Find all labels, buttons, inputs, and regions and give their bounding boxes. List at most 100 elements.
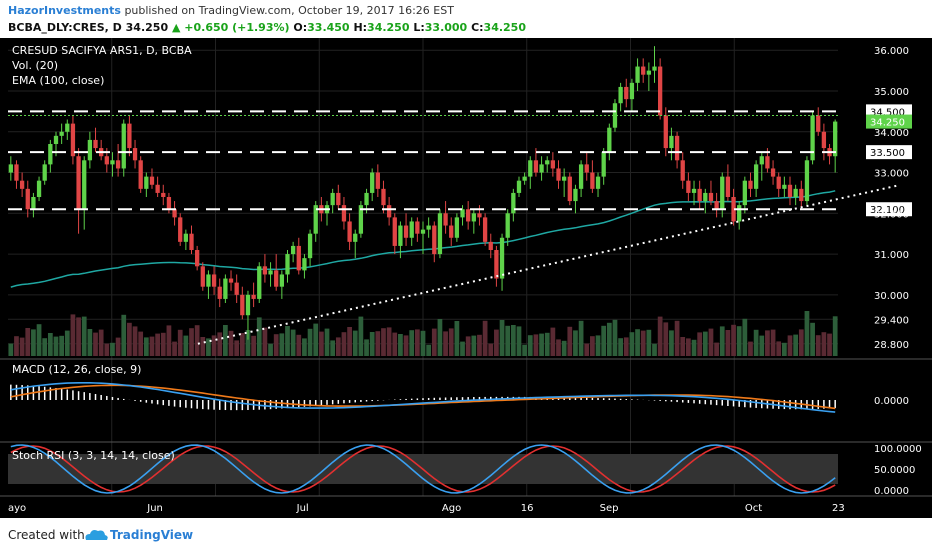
volume-bar bbox=[318, 331, 324, 356]
candle-body bbox=[595, 176, 601, 189]
volume-bar bbox=[183, 335, 189, 356]
candle-body bbox=[409, 221, 414, 238]
volume-bar bbox=[369, 332, 375, 356]
price-tick: 30.000 bbox=[874, 291, 909, 302]
candle-body bbox=[307, 233, 313, 259]
volume-bar bbox=[177, 329, 183, 356]
candle-body bbox=[770, 168, 776, 177]
volume-bar bbox=[155, 333, 160, 356]
candle-body bbox=[353, 233, 358, 242]
chart-header: HazorInvestments published on TradingVie… bbox=[0, 0, 932, 38]
candle-body bbox=[336, 192, 341, 206]
volume-bar bbox=[81, 316, 87, 356]
level-label-bg bbox=[866, 145, 912, 160]
candle-body bbox=[482, 217, 488, 242]
volume-bar bbox=[223, 325, 228, 356]
candle-body bbox=[432, 225, 437, 255]
time-tick: Jul bbox=[296, 503, 309, 514]
candle-body bbox=[804, 160, 810, 202]
stoch-tick: 100.0000 bbox=[874, 444, 922, 455]
chart-canvas[interactable]: 34.500 33.500 32.100 34.250 28.800 29.400 30.… bbox=[0, 38, 932, 518]
candle-body bbox=[454, 217, 460, 238]
candle-body bbox=[573, 188, 578, 202]
candle-body bbox=[725, 176, 731, 197]
candle-body bbox=[211, 274, 217, 287]
candle-body bbox=[652, 66, 657, 71]
volume-bar bbox=[804, 311, 810, 356]
volume-bar bbox=[832, 316, 838, 356]
volume-bar bbox=[19, 337, 25, 356]
close-value: 34.250 bbox=[483, 21, 526, 34]
volume-bar bbox=[505, 325, 511, 356]
author-link[interactable]: HazorInvestments bbox=[8, 4, 121, 17]
volume-bar bbox=[189, 328, 194, 356]
candle-body bbox=[748, 180, 753, 189]
volume-bars bbox=[8, 311, 838, 356]
volume-bar bbox=[70, 314, 76, 356]
volume-bar bbox=[669, 330, 674, 356]
candle-body bbox=[364, 192, 369, 206]
volume-bar bbox=[76, 317, 81, 356]
price-axis: 28.800 29.400 30.000 31.000 32.000 33.000 34.0… bbox=[874, 46, 922, 497]
candle-body bbox=[657, 66, 663, 116]
volume-bar bbox=[138, 331, 144, 356]
candle-body bbox=[545, 160, 550, 165]
volume-bar bbox=[104, 343, 110, 356]
volume-bar bbox=[347, 327, 352, 356]
candle-body bbox=[302, 258, 307, 271]
volume-bar bbox=[510, 325, 516, 356]
candle-body bbox=[708, 192, 714, 202]
candle-body bbox=[375, 172, 380, 189]
volume-bar bbox=[31, 329, 36, 356]
volume-bar bbox=[53, 336, 59, 356]
volume-bar bbox=[172, 341, 177, 356]
volume-bar bbox=[414, 329, 420, 356]
volume-bar bbox=[516, 326, 522, 356]
candle-body bbox=[635, 66, 640, 83]
candle-body bbox=[765, 156, 770, 169]
volume-bar bbox=[477, 334, 482, 356]
volume-bar bbox=[719, 326, 725, 356]
volume-bar bbox=[697, 332, 703, 356]
indicator-legend: CRESUD SACIFYA ARS1, D, BCBA Vol. (20) E… bbox=[12, 44, 192, 462]
candle-body bbox=[607, 127, 612, 153]
volume-bar bbox=[533, 334, 539, 356]
last-price-bg bbox=[866, 114, 912, 129]
candle-body bbox=[443, 213, 448, 226]
candle-body bbox=[663, 115, 668, 149]
price-tick: 33.000 bbox=[874, 169, 909, 180]
candle-body bbox=[494, 250, 499, 279]
candle-body bbox=[528, 160, 533, 177]
brand-name[interactable]: TradingView bbox=[110, 528, 194, 542]
candle-body bbox=[618, 86, 623, 104]
volume-bar bbox=[725, 330, 731, 356]
candle-body bbox=[398, 225, 403, 246]
candle-body bbox=[499, 237, 505, 279]
price-tick: 34.000 bbox=[874, 128, 909, 139]
volume-bar bbox=[239, 333, 245, 356]
candle-body bbox=[262, 266, 268, 275]
stoch-tick: 0.0000 bbox=[874, 486, 909, 497]
last-price: 34.250 bbox=[125, 21, 169, 34]
volume-bar bbox=[132, 326, 138, 356]
volume-bar bbox=[815, 335, 821, 356]
volume-bar bbox=[127, 322, 132, 356]
volume-bar bbox=[488, 343, 494, 356]
volume-bar bbox=[110, 342, 115, 356]
volume-bar bbox=[465, 336, 471, 356]
volume-bar bbox=[375, 331, 381, 356]
volume-bar bbox=[765, 330, 770, 356]
candle-body bbox=[629, 82, 635, 100]
candle-body bbox=[742, 180, 747, 206]
candle-body bbox=[245, 294, 251, 316]
volume-bar bbox=[460, 341, 465, 356]
candle-body bbox=[516, 180, 522, 193]
candle-body bbox=[691, 188, 697, 193]
candle-body bbox=[799, 188, 804, 202]
volume-bar bbox=[776, 341, 782, 356]
volume-bar bbox=[482, 320, 488, 356]
volume-bar bbox=[454, 321, 460, 356]
volume-bar bbox=[798, 329, 804, 356]
candle-body bbox=[144, 176, 149, 189]
candle-body bbox=[268, 270, 273, 275]
